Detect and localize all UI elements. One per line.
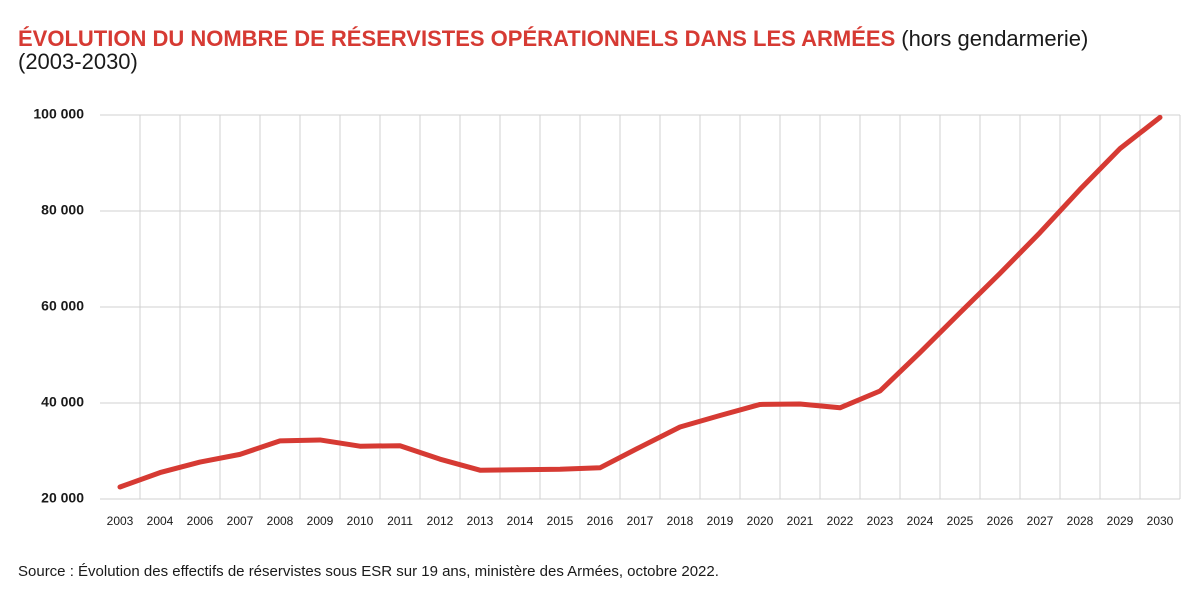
x-tick-label: 2016	[587, 514, 614, 528]
x-tick-label: 2011	[387, 514, 413, 528]
x-tick-label: 2020	[747, 514, 774, 528]
chart-subtitle: (hors gendarmerie)	[901, 26, 1088, 51]
x-tick-label: 2015	[547, 514, 574, 528]
x-tick-label: 2024	[907, 514, 934, 528]
x-tick-label: 2026	[987, 514, 1014, 528]
x-tick-label: 2010	[347, 514, 374, 528]
line-series	[117, 114, 1163, 490]
x-tick-label: 2029	[1107, 514, 1134, 528]
y-tick-label: 20 000	[41, 490, 84, 506]
x-tick-label: 2030	[1147, 514, 1174, 528]
y-tick-label: 60 000	[41, 298, 84, 314]
y-tick-label: 80 000	[41, 202, 84, 218]
chart-title-line: ÉVOLUTION DU NOMBRE DE RÉSERVISTES OPÉRA…	[18, 26, 1088, 51]
x-tick-label: 2007	[227, 514, 254, 528]
x-tick-label: 2021	[787, 514, 814, 528]
x-tick-label: 2014	[507, 514, 534, 528]
x-tick-label: 2028	[1067, 514, 1094, 528]
x-tick-label: 2023	[867, 514, 894, 528]
x-tick-label: 2017	[627, 514, 654, 528]
x-tick-label: 2013	[467, 514, 494, 528]
y-tick-label: 40 000	[41, 394, 84, 410]
chart-period: (2003-2030)	[18, 49, 138, 74]
chart-title: ÉVOLUTION DU NOMBRE DE RÉSERVISTES OPÉRA…	[18, 26, 895, 51]
x-tick-label: 2019	[707, 514, 734, 528]
x-tick-label: 2018	[667, 514, 694, 528]
x-tick-label: 2025	[947, 514, 974, 528]
chart-source: Source : Évolution des effectifs de rése…	[18, 563, 719, 580]
x-tick-label: 2006	[187, 514, 214, 528]
x-tick-label: 2004	[147, 514, 174, 528]
x-tick-label: 2003	[107, 514, 134, 528]
y-tick-label: 100 000	[33, 106, 84, 122]
x-tick-label: 2008	[267, 514, 294, 528]
x-tick-label: 2009	[307, 514, 334, 528]
x-tick-label: 2022	[827, 514, 854, 528]
x-tick-label: 2027	[1027, 514, 1054, 528]
x-tick-label: 2012	[427, 514, 454, 528]
